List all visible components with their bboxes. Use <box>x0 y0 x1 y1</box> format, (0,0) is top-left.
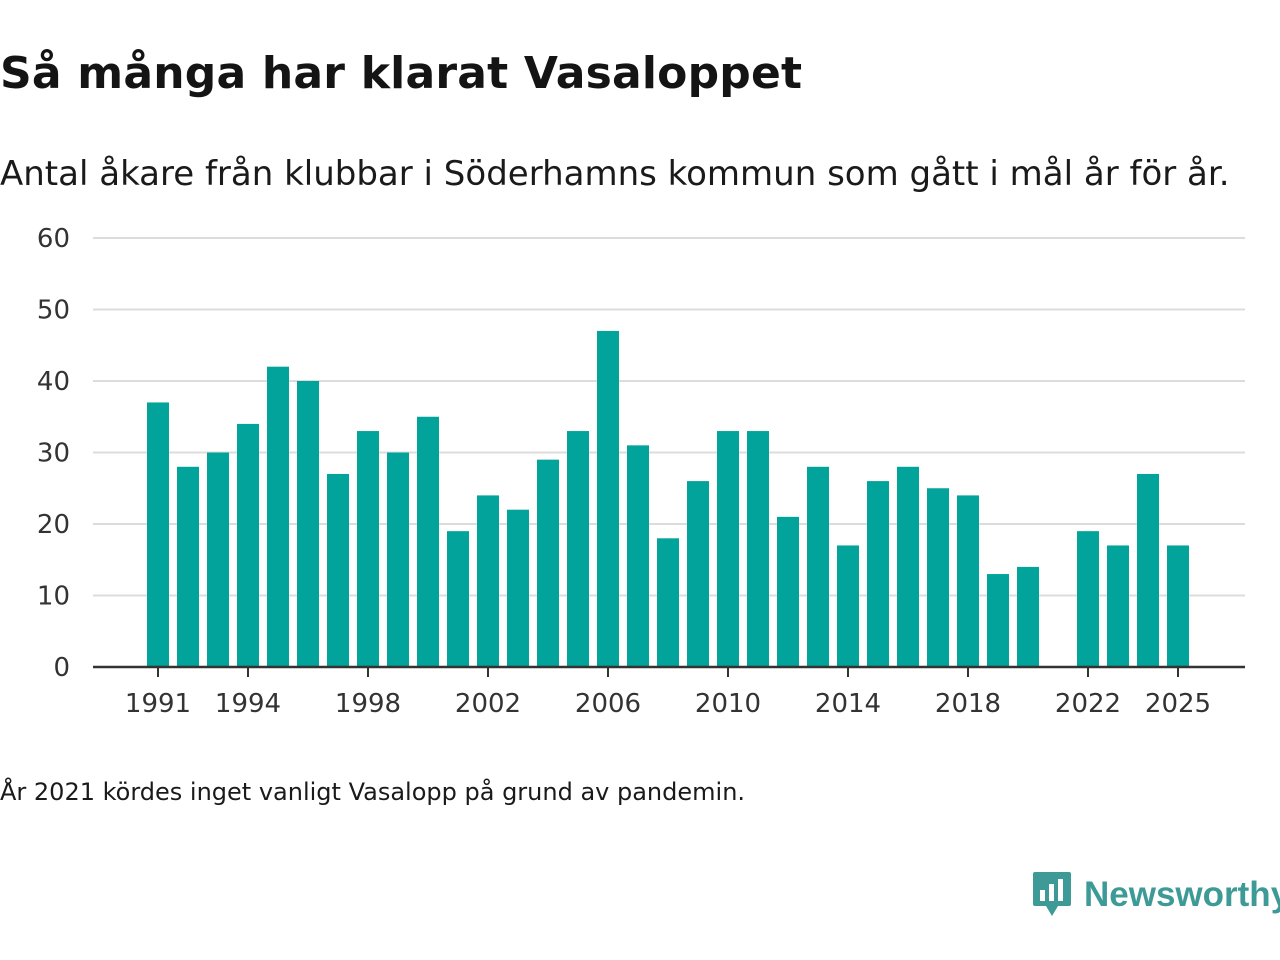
bar-2008[interactable] <box>657 538 679 667</box>
bar-2022[interactable] <box>1077 531 1099 667</box>
bar-2014[interactable] <box>837 545 859 667</box>
bar-1993[interactable] <box>207 452 229 668</box>
y-tick-label: 10 <box>37 582 70 612</box>
bar-1991[interactable] <box>147 402 169 667</box>
chart-title: Så många har klarat Vasaloppet <box>0 48 803 99</box>
x-tick-label: 2014 <box>815 689 881 719</box>
y-tick-label: 30 <box>37 439 70 469</box>
bar-1994[interactable] <box>237 423 259 667</box>
bar-1999[interactable] <box>387 452 409 668</box>
bar-2015[interactable] <box>867 481 889 667</box>
bar-2023[interactable] <box>1107 545 1129 667</box>
bar-2005[interactable] <box>567 431 589 667</box>
y-tick-label: 0 <box>53 653 70 683</box>
x-tick-label: 2010 <box>695 689 761 719</box>
bar-2025[interactable] <box>1167 545 1189 667</box>
bar-2009[interactable] <box>687 481 709 667</box>
bar-2010[interactable] <box>717 431 739 667</box>
x-tick-label: 1998 <box>335 689 401 719</box>
bar-2017[interactable] <box>927 488 949 667</box>
y-tick-label: 60 <box>37 224 70 254</box>
x-tick-label: 2006 <box>575 689 641 719</box>
brand-name: Newsworthy <box>1084 875 1280 914</box>
x-tick-label: 1991 <box>125 689 191 719</box>
bar-2000[interactable] <box>417 416 439 667</box>
x-tick-label: 2025 <box>1145 689 1211 719</box>
footnote: År 2021 kördes inget vanligt Vasalopp på… <box>0 778 746 806</box>
x-tick-label: 1994 <box>215 689 281 719</box>
bar-2004[interactable] <box>537 459 559 667</box>
x-tick-label: 2018 <box>935 689 1001 719</box>
y-axis-ticks: 0 10 20 30 40 50 60 <box>37 224 70 683</box>
y-tick-label: 20 <box>37 510 70 540</box>
bar-1996[interactable] <box>297 381 319 667</box>
newsworthy-logo-icon <box>1033 872 1071 916</box>
brand-logo[interactable]: Newsworthy <box>1032 870 1280 920</box>
bar-2020[interactable] <box>1017 566 1039 667</box>
bar-2018[interactable] <box>957 495 979 667</box>
bar-2001[interactable] <box>447 531 469 667</box>
bar-1995[interactable] <box>267 366 289 667</box>
bar-2012[interactable] <box>777 516 799 667</box>
bar-chart: 0 10 20 30 40 50 60 1991 1994 1998 2002 2006 2010 20… <box>37 224 1245 719</box>
chart-subtitle: Antal åkare från klubbar i Söderhamns ko… <box>0 154 1230 194</box>
x-tick-label: 2022 <box>1055 689 1121 719</box>
bar-2006[interactable] <box>597 330 619 667</box>
bar-2013[interactable] <box>807 466 829 667</box>
bar-2007[interactable] <box>627 445 649 667</box>
bars <box>147 330 1189 668</box>
x-tick-label: 2002 <box>455 689 521 719</box>
bar-1992[interactable] <box>177 466 199 667</box>
y-tick-label: 50 <box>37 296 70 326</box>
bar-2019[interactable] <box>987 574 1009 667</box>
bar-1997[interactable] <box>327 473 349 667</box>
bar-2003[interactable] <box>507 509 529 667</box>
y-tick-label: 40 <box>37 367 70 397</box>
bar-2002[interactable] <box>477 495 499 667</box>
bar-2024[interactable] <box>1137 473 1159 667</box>
x-axis-ticks: 1991 1994 1998 2002 2006 2010 2014 2018 2022 2025 <box>125 667 1211 719</box>
bar-2016[interactable] <box>897 466 919 667</box>
bar-2011[interactable] <box>747 431 769 667</box>
bar-1998[interactable] <box>357 431 379 667</box>
